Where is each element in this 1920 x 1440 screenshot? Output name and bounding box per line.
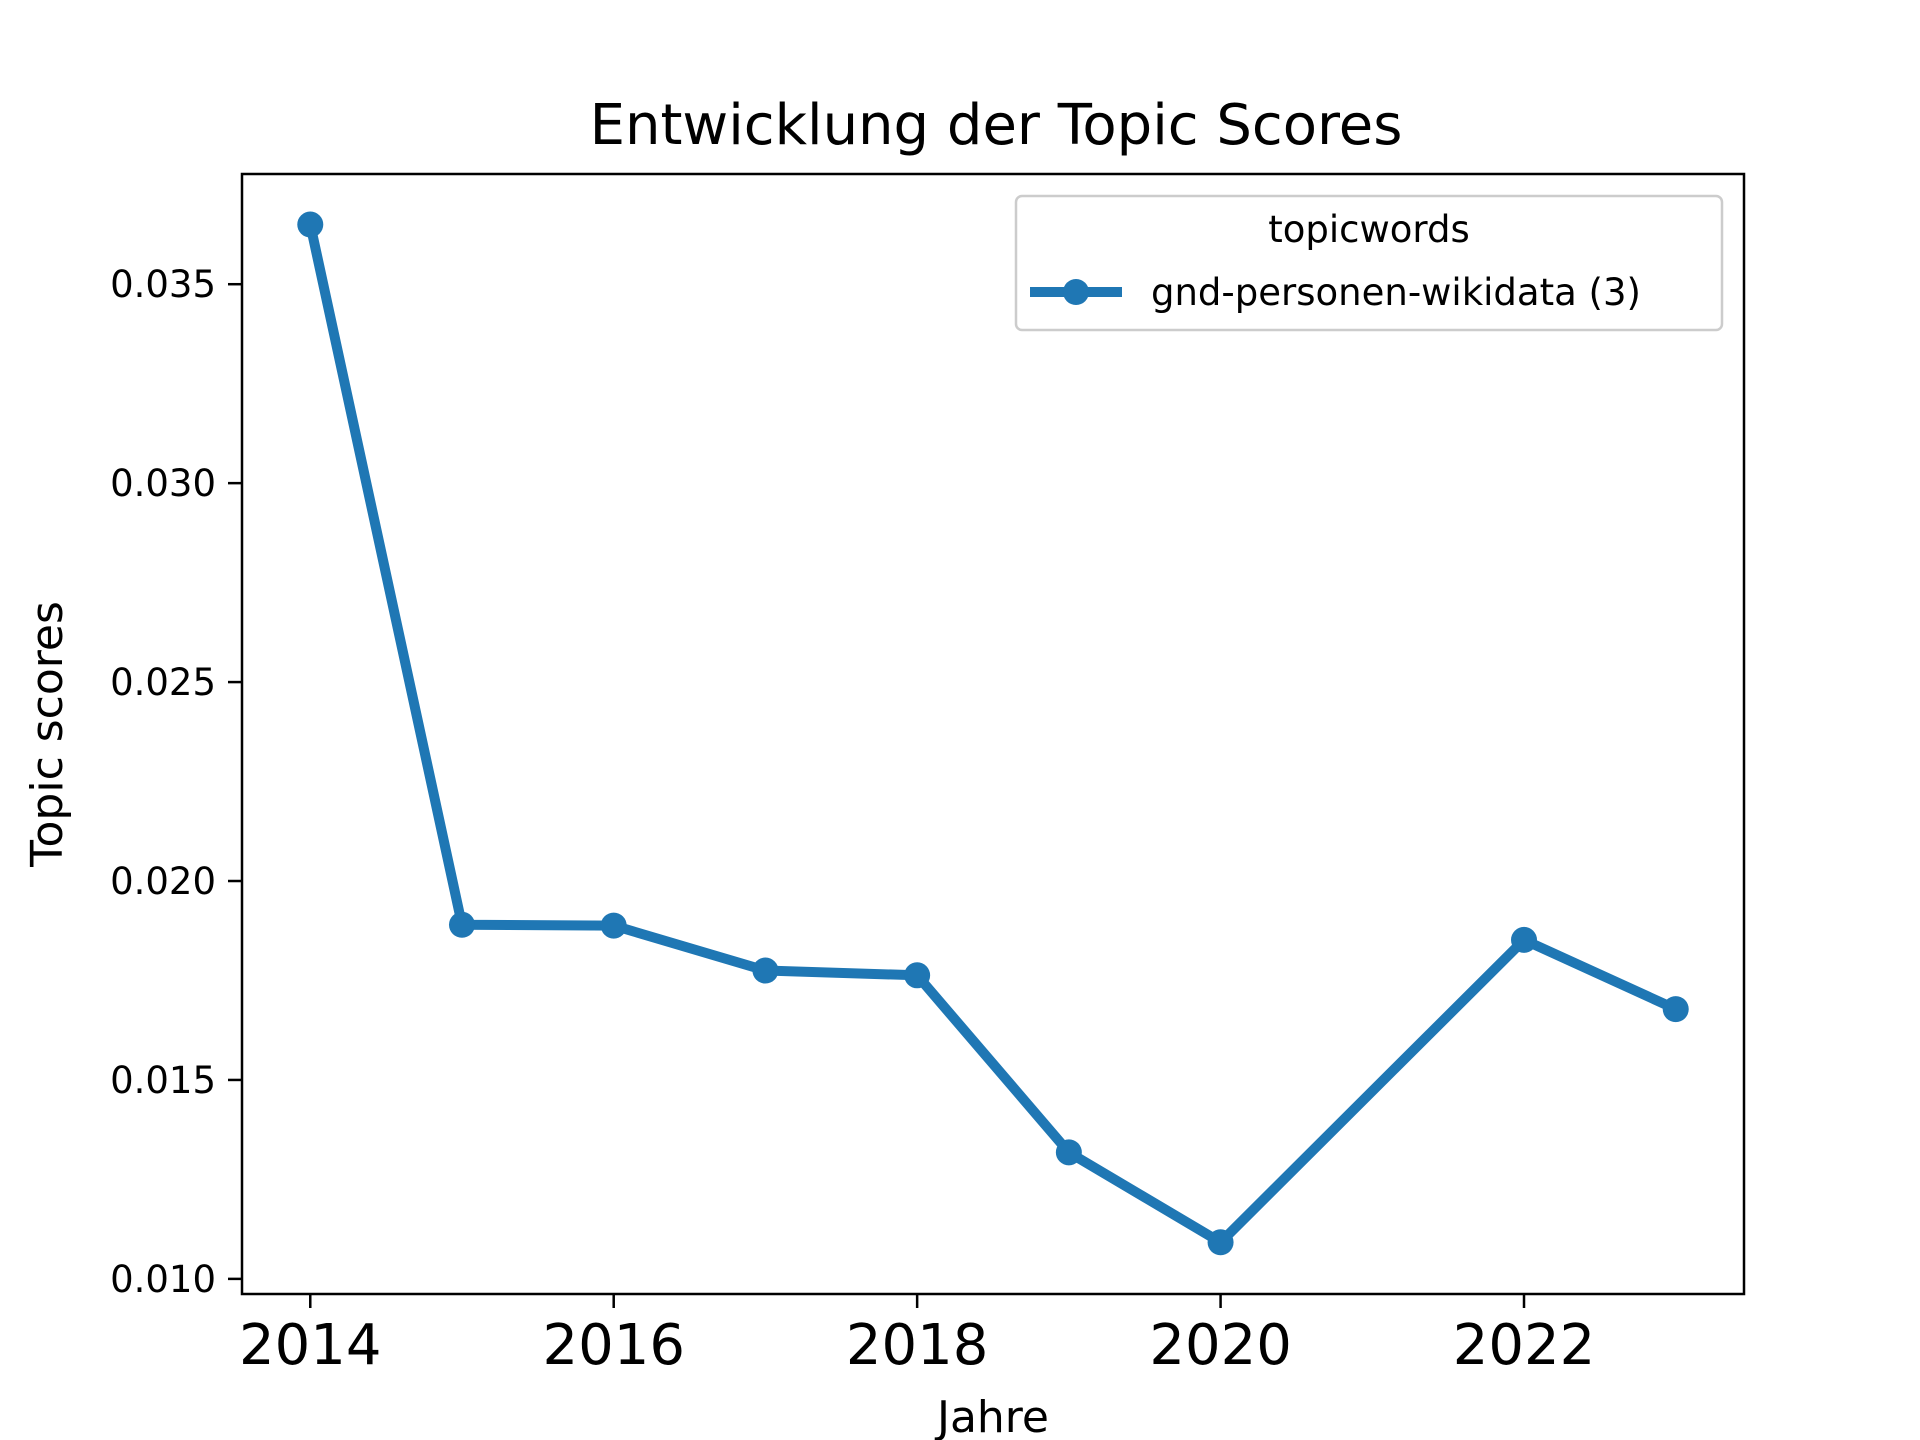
y-tick-label: 0.025 xyxy=(110,661,216,704)
legend-marker xyxy=(1063,279,1089,305)
legend: topicwords gnd-personen-wikidata (3) xyxy=(1014,194,1724,332)
axes-frame xyxy=(240,172,1746,1296)
x-tick-label: 2022 xyxy=(1453,1313,1596,1378)
x-tick-label: 2020 xyxy=(1149,1313,1292,1378)
y-tick-label: 0.015 xyxy=(110,1059,216,1102)
x-axis: 2014 2016 2018 2020 2022 xyxy=(239,1294,1595,1378)
legend-box xyxy=(1014,194,1724,332)
y-tick-label: 0.030 xyxy=(110,462,216,505)
legend-entry-label: gnd-personen-wikidata (3) xyxy=(1151,271,1641,314)
y-tick-label: 0.020 xyxy=(110,860,216,903)
y-tick-label: 0.035 xyxy=(110,263,216,306)
data-point xyxy=(904,962,931,989)
y-axis-label: Topic scores xyxy=(22,601,73,868)
x-tick-label: 2014 xyxy=(239,1313,382,1378)
y-tick-label: 0.010 xyxy=(110,1258,216,1301)
data-point xyxy=(1055,1139,1082,1166)
chart-title: Entwicklung der Topic Scores xyxy=(590,93,1403,158)
data-point xyxy=(297,211,324,238)
data-point xyxy=(1511,926,1538,953)
plot-area xyxy=(297,211,1689,1256)
x-tick-label: 2018 xyxy=(846,1313,989,1378)
x-tick-label: 2016 xyxy=(542,1313,685,1378)
data-point xyxy=(1207,1229,1234,1256)
data-point xyxy=(600,912,627,939)
legend-title: topicwords xyxy=(1268,208,1469,251)
data-point xyxy=(752,957,779,984)
data-point xyxy=(1662,996,1689,1023)
y-axis: 0.010 0.015 0.020 0.025 0.030 0.035 xyxy=(110,263,242,1301)
data-point xyxy=(448,911,475,938)
x-axis-label: Jahre xyxy=(934,1392,1049,1440)
